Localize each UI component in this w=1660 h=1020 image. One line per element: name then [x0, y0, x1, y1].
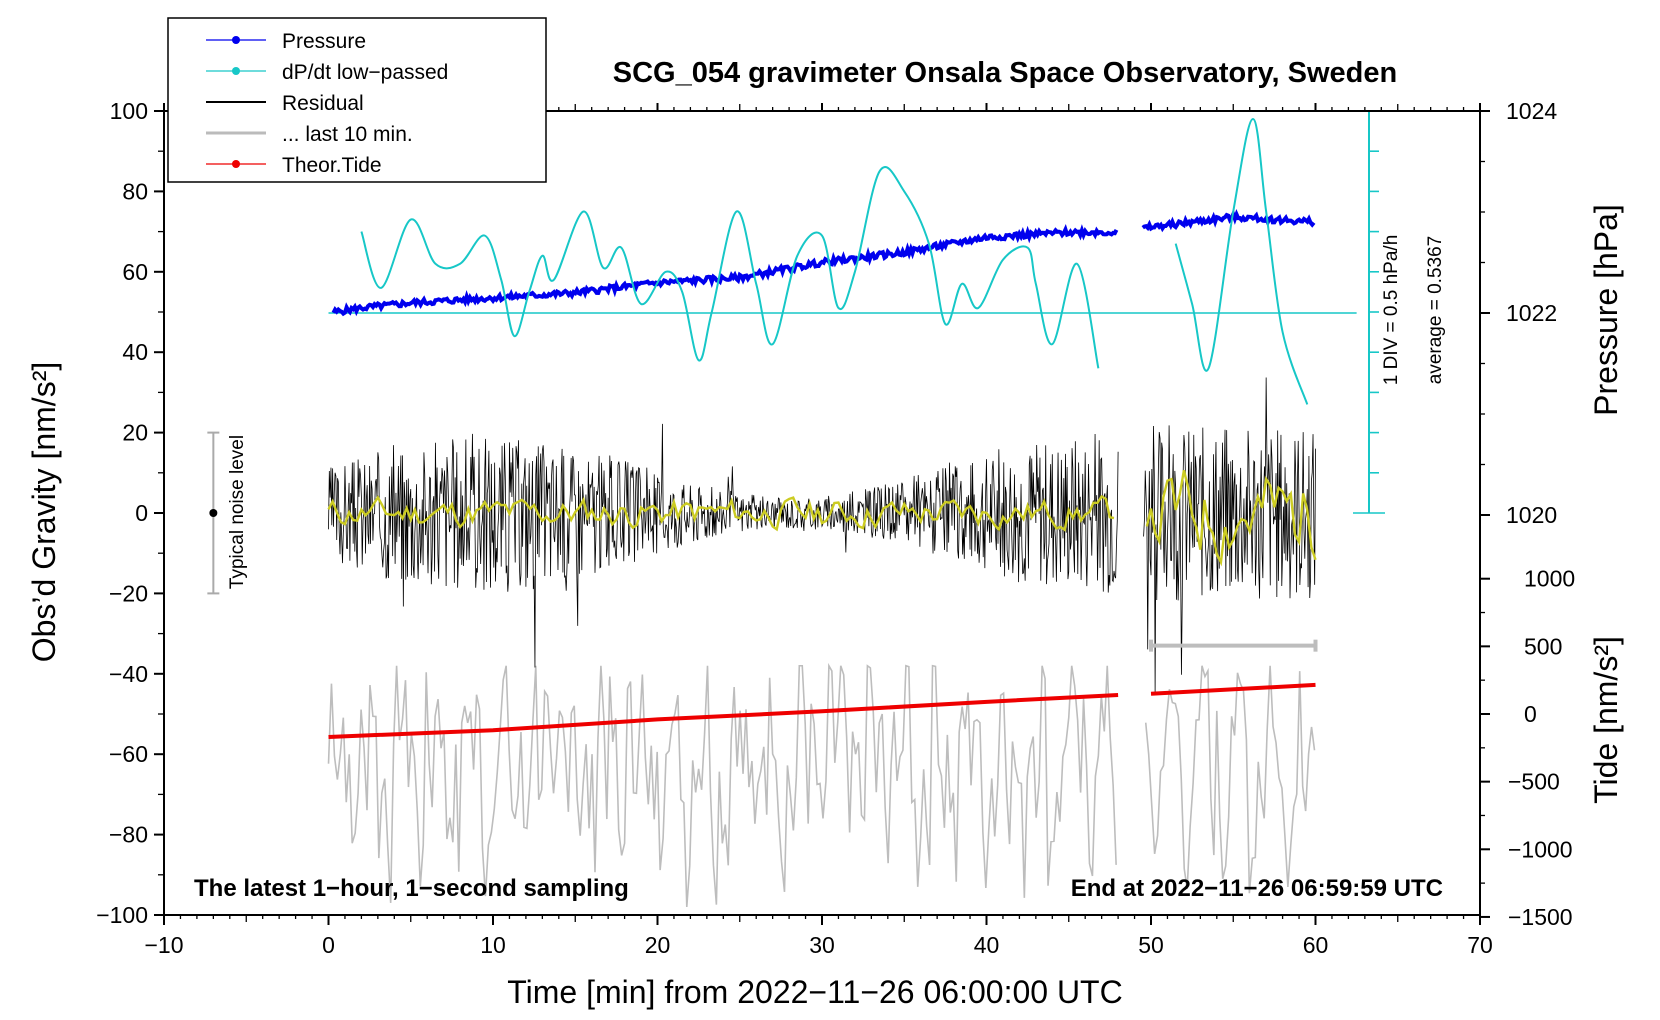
x-tick-label: 40	[974, 932, 1000, 958]
legend-label-tide: Theor.Tide	[282, 154, 382, 177]
annotation-end-time: End at 2022−11−26 06:59:59 UTC	[1071, 875, 1443, 902]
pressure-tick-label: 1020	[1506, 502, 1557, 528]
tide-axis-title: Tide [nm/s²]	[1588, 636, 1624, 804]
x-tick-label: 0	[322, 932, 335, 958]
pressure-axis-title: Pressure [hPa]	[1588, 204, 1624, 416]
legend-marker-pressure	[232, 36, 240, 44]
tide-trace	[1150, 682, 1316, 696]
legend-marker-tide	[232, 160, 240, 168]
residual-lowpass-trace	[327, 494, 1115, 532]
noise-bar-center	[209, 509, 218, 517]
tide-tick-label: 500	[1524, 633, 1562, 659]
tide-tick-label: 1000	[1524, 566, 1575, 592]
legend-item-last10: ... last 10 min.	[206, 123, 413, 146]
legend-label-last10: ... last 10 min.	[282, 123, 413, 146]
chart-title: SCG_054 gravimeter Onsala Space Observat…	[613, 57, 1397, 89]
x-tick-label: 30	[809, 932, 835, 958]
pressure-tick-label: 1024	[1506, 98, 1557, 124]
x-tick-label: 60	[1303, 932, 1329, 958]
series-layer	[207, 110, 1385, 908]
y-tick-label: 0	[135, 500, 148, 526]
pressure-trace	[331, 224, 1119, 317]
x-tick-label: −10	[144, 932, 183, 958]
noise-level-label: Typical noise level	[227, 435, 248, 589]
y-tick-label: 60	[122, 259, 148, 285]
last-10min-trace	[1144, 665, 1316, 894]
x-tick-label: 20	[645, 932, 671, 958]
legend-item-pressure: Pressure	[206, 30, 366, 53]
tide-tick-label: −500	[1508, 769, 1560, 795]
legend-item-dpdt: dP/dt low−passed	[206, 61, 448, 84]
tide-tick-label: 0	[1524, 701, 1537, 727]
y-axis-title: Obs’d Gravity [nm/s²]	[26, 362, 62, 663]
tide-tick-label: −1000	[1508, 836, 1573, 862]
tide-tick-label: −1500	[1508, 904, 1573, 930]
y-tick-label: 20	[122, 420, 148, 446]
residual-trace	[328, 423, 1119, 668]
dpdt-trace	[360, 166, 1100, 369]
tide-trace	[328, 693, 1119, 739]
y-tick-label: −60	[109, 741, 148, 767]
x-tick-label: 10	[480, 932, 506, 958]
scale-average-label: average = 0.5367	[1425, 236, 1446, 384]
annotation-sampling: The latest 1−hour, 1−second sampling	[194, 875, 629, 902]
y-tick-label: −80	[109, 822, 148, 848]
dpdt-trace	[1174, 118, 1309, 405]
legend-label-dpdt: dP/dt low−passed	[282, 61, 448, 84]
axes-layer: −10 0 10 20 30 40 50 60 70100806040200−20−40−60−…	[96, 98, 1575, 958]
legend-box	[167, 17, 547, 183]
x-tick-label: 50	[1138, 932, 1164, 958]
legend-label-pressure: Pressure	[282, 30, 366, 53]
y-tick-label: 80	[122, 178, 148, 204]
pressure-trace	[1141, 208, 1316, 233]
y-tick-label: 40	[122, 339, 148, 365]
legend-item-tide: Theor.Tide	[206, 154, 382, 177]
y-tick-label: 100	[110, 98, 148, 124]
y-tick-label: −100	[96, 902, 148, 928]
y-tick-label: −20	[109, 580, 148, 606]
last-10min-trace	[327, 662, 1117, 908]
x-tick-label: 70	[1467, 932, 1493, 958]
legend-label-residual: Residual	[282, 92, 364, 115]
legend: Pressure dP/dt low−passed Residual ... l…	[167, 17, 547, 183]
residual-lowpass-trace	[1145, 470, 1317, 567]
x-axis-title: Time [min] from 2022−11−26 06:00:00 UTC	[507, 974, 1122, 1010]
y-tick-label: −40	[109, 661, 148, 687]
legend-item-residual: Residual	[206, 92, 364, 115]
pressure-tick-label: 1022	[1506, 300, 1557, 326]
residual-trace	[1143, 377, 1316, 694]
scale-div-label: 1 DIV = 0.5 hPa/h	[1381, 235, 1402, 386]
legend-marker-dpdt	[232, 67, 240, 75]
